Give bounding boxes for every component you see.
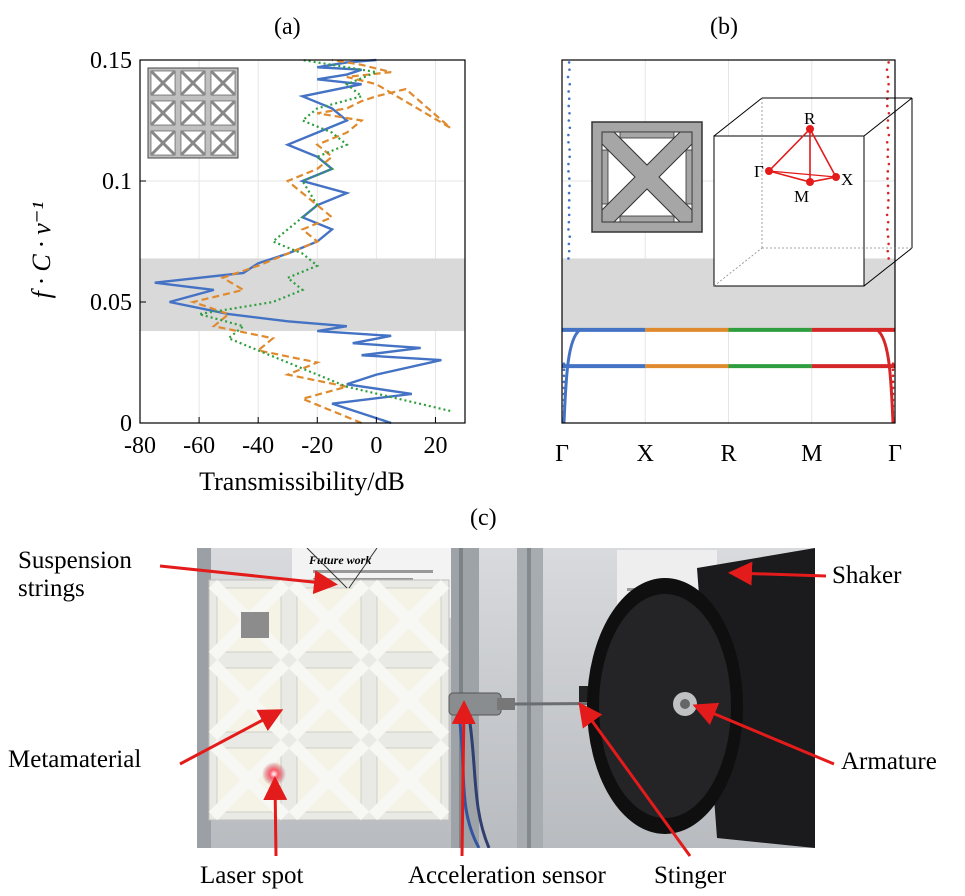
chart-a-xlabel: Transmissibility/dB xyxy=(199,467,405,496)
annotation-stinger: Stinger xyxy=(654,862,726,890)
experimental-setup-photo: Future work xyxy=(197,548,815,848)
unit-cell-icon xyxy=(592,122,702,232)
transmissibility-chart: -80 -60 -40 -20 0 20 00.050.10.15 f · C · v⁻¹… xyxy=(0,40,480,510)
x-tick-label: -40 xyxy=(242,433,274,459)
y-tick-label: 0.15 xyxy=(90,48,132,74)
panel-a-label: (a) xyxy=(274,14,301,41)
annotation-acceleration-sensor: Acceleration sensor xyxy=(408,862,606,890)
chart-a-ylabel: f · C · v⁻¹ xyxy=(27,201,56,298)
annotation-armature: Armature xyxy=(841,748,937,776)
chart-b-x-ticks: ΓXRMΓ xyxy=(555,441,902,467)
x-tick-label: -60 xyxy=(183,433,215,459)
x-tick-label: R xyxy=(720,441,736,467)
x-tick-label: 20 xyxy=(423,433,447,459)
x-tick-label: Γ xyxy=(888,441,902,467)
band-structure-chart: Γ X R M Γ R Γ X M xyxy=(480,40,960,510)
svg-text:X: X xyxy=(841,170,853,189)
chart-a-y-ticks: 0 0.05 0.1 0.15 xyxy=(90,48,146,437)
svg-text:M: M xyxy=(794,187,809,206)
bandgap-region xyxy=(140,258,465,331)
annotation-metamaterial: Metamaterial xyxy=(8,746,141,774)
svg-text:R: R xyxy=(804,109,816,128)
annotation-shaker: Shaker xyxy=(832,562,901,590)
x-tick-label: Γ xyxy=(555,441,569,467)
x-tick-label: 0 xyxy=(370,433,382,459)
laser-spot-marker xyxy=(262,762,286,786)
svg-text:Γ: Γ xyxy=(754,162,764,181)
x-tick-label: -20 xyxy=(301,433,333,459)
lattice-inset-icon xyxy=(148,68,238,158)
x-tick-label: X xyxy=(637,441,654,467)
x-tick-label: M xyxy=(801,441,822,467)
annotation-laser-spot: Laser spot xyxy=(200,862,303,890)
panel-b-label: (b) xyxy=(710,14,738,41)
annotation-suspension-strings: Suspension strings xyxy=(18,547,132,603)
poster-heading: Future work xyxy=(308,553,371,567)
y-tick-label: 0 xyxy=(120,411,132,437)
y-tick-label: 0.1 xyxy=(102,169,132,195)
y-tick-label: 0.05 xyxy=(90,290,132,316)
